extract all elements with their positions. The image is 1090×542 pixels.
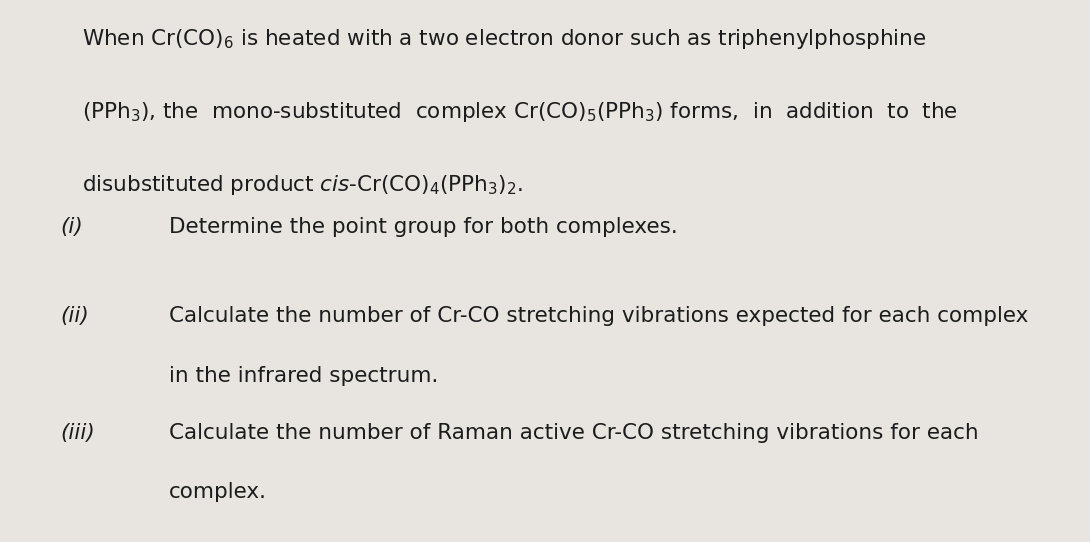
Text: complex.: complex. [169, 482, 267, 502]
Text: disubstituted product $\mathit{cis}$-Cr(CO)$_4$(PPh$_3$)$_2$.: disubstituted product $\mathit{cis}$-Cr(… [82, 173, 523, 197]
Text: Calculate the number of Raman active Cr-CO stretching vibrations for each: Calculate the number of Raman active Cr-… [169, 423, 979, 443]
Text: (iii): (iii) [60, 423, 95, 443]
Text: (ii): (ii) [60, 306, 88, 326]
Text: Determine the point group for both complexes.: Determine the point group for both compl… [169, 217, 678, 237]
Text: (i): (i) [60, 217, 83, 237]
Text: in the infrared spectrum.: in the infrared spectrum. [169, 366, 438, 386]
Text: Calculate the number of Cr-CO stretching vibrations expected for each complex: Calculate the number of Cr-CO stretching… [169, 306, 1028, 326]
Text: When Cr(CO)$_6$ is heated with a two electron donor such as triphenylphosphine: When Cr(CO)$_6$ is heated with a two ele… [82, 27, 926, 51]
Text: (PPh$_3$), the  mono-substituted  complex Cr(CO)$_5$(PPh$_3$) forms,  in  additi: (PPh$_3$), the mono-substituted complex … [82, 100, 958, 124]
